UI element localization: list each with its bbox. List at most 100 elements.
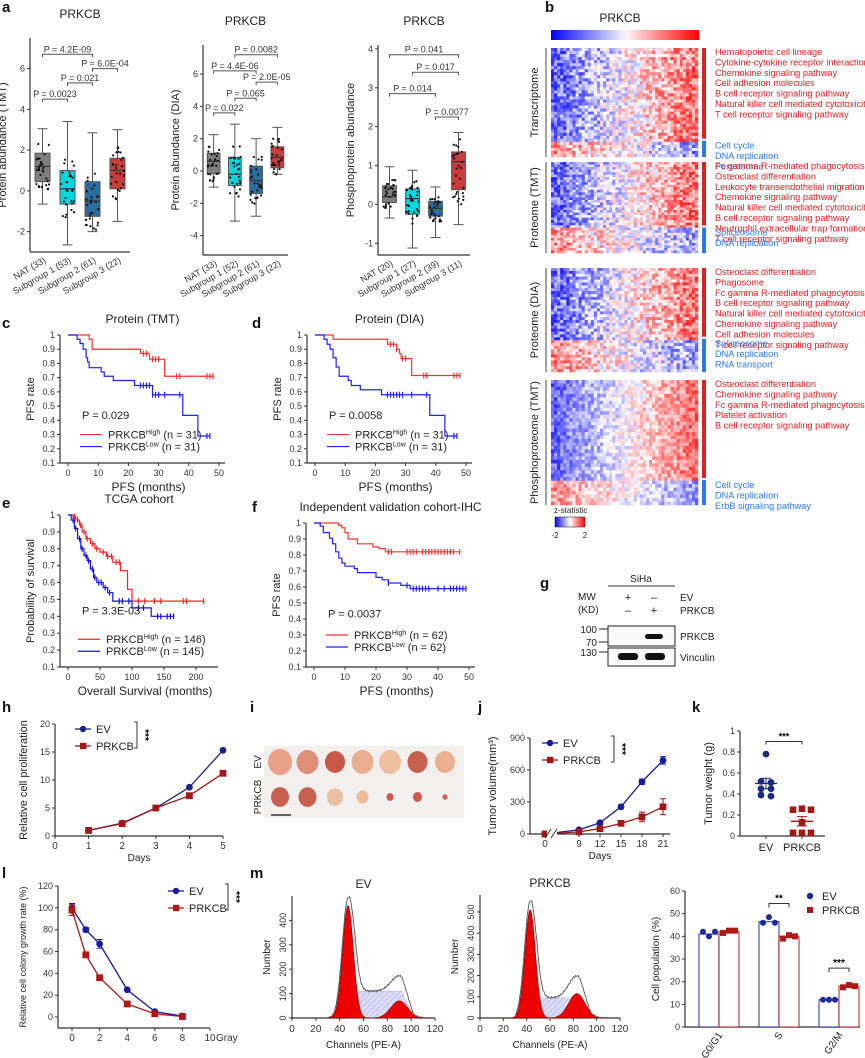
heatmap-cell <box>557 114 561 118</box>
x-tick-label: 18 <box>636 839 648 850</box>
heatmap-cell <box>658 120 662 124</box>
heatmap-cell <box>575 250 579 254</box>
heatmap-cell <box>566 232 570 236</box>
heatmap-cell <box>581 273 585 277</box>
heatmap-cell <box>566 212 570 216</box>
heatmap-cell <box>694 179 699 183</box>
heatmap-cell <box>593 144 598 149</box>
heatmap-cell <box>575 164 579 168</box>
heatmap-cell <box>560 212 564 216</box>
heatmap-cell <box>606 66 610 70</box>
heatmap-cell <box>572 232 576 236</box>
heatmap-cell <box>633 202 638 206</box>
heatmap-cell <box>584 162 589 165</box>
heatmap-cell <box>664 111 668 115</box>
heatmap-cell <box>639 288 644 292</box>
heatmap-cell <box>691 48 696 52</box>
heatmap-cell <box>645 204 650 208</box>
heatmap-cell <box>642 204 647 208</box>
heatmap-cell <box>633 285 638 289</box>
heatmap-cell <box>618 192 622 196</box>
heatmap-cell <box>600 217 604 221</box>
y-tick-label: 50 <box>670 909 680 919</box>
heatmap-cell <box>554 204 558 208</box>
heatmap-cell <box>630 202 634 206</box>
heatmap-cell <box>633 123 638 128</box>
heatmap-cell <box>658 96 662 100</box>
heatmap-cell <box>655 120 659 124</box>
heatmap-cell <box>557 204 561 208</box>
heatmap-cell <box>685 84 690 88</box>
heatmap-cell <box>554 135 558 140</box>
heatmap-cell <box>615 285 619 289</box>
heatmap-cell <box>551 240 555 244</box>
heatmap-cell <box>603 66 607 70</box>
heatmap-cell <box>584 48 589 52</box>
y-tick-label: 900 <box>510 733 525 743</box>
heatmap-cell <box>609 51 613 55</box>
heatmap-cell <box>633 105 638 109</box>
heatmap-cell <box>682 222 687 226</box>
heatmap-cell <box>584 141 589 146</box>
heatmap-cell <box>606 69 610 73</box>
heatmap-cell <box>606 48 610 52</box>
data-point <box>209 173 212 176</box>
heatmap-cell <box>593 111 598 115</box>
heatmap-cell <box>639 240 644 244</box>
heatmap-cell <box>639 197 644 201</box>
data-point <box>215 172 218 175</box>
heatmap-cell <box>560 132 564 137</box>
heatmap-cell <box>667 78 671 82</box>
heatmap-cell <box>694 232 699 236</box>
heatmap-cell <box>694 268 699 272</box>
data-point <box>211 163 214 166</box>
heatmap-cell <box>682 276 687 280</box>
heatmap-cell <box>569 132 573 137</box>
heatmap-cell <box>685 177 690 180</box>
heatmap-cell <box>560 60 564 64</box>
data-point <box>82 926 90 934</box>
heatmap-cell <box>658 268 662 272</box>
sem-bar <box>797 816 807 827</box>
heatmap-cell <box>624 189 628 193</box>
heatmap-cell <box>615 57 619 61</box>
heatmap-cell <box>673 90 677 94</box>
heatmap-cell <box>658 177 662 180</box>
heatmap-cell <box>551 182 555 186</box>
heatmap-cell <box>691 87 696 91</box>
heatmap-cell <box>596 167 601 170</box>
heatmap-cell <box>578 167 582 170</box>
heatmap-cell <box>658 153 662 158</box>
heatmap-cell <box>600 177 604 180</box>
heatmap-cell <box>557 270 561 275</box>
heatmap-cell <box>658 123 662 128</box>
heatmap-cell <box>661 245 665 249</box>
chart-title: Independent validation cohort-IHC <box>299 500 481 514</box>
heatmap-cell <box>661 150 665 155</box>
heatmap-cell <box>551 150 555 155</box>
heatmap-cell <box>691 57 696 61</box>
heatmap-cell <box>627 222 631 226</box>
heatmap-cell <box>664 240 668 244</box>
heatmap-cell <box>551 192 555 196</box>
heatmap-cell <box>645 250 650 254</box>
heatmap-cell <box>621 187 625 191</box>
heatmap-cell <box>587 123 592 128</box>
heatmap-cell <box>679 184 683 188</box>
heatmap-cell <box>679 90 683 94</box>
heatmap-cell <box>679 279 683 283</box>
heatmap-cell <box>676 174 680 178</box>
heatmap-cell <box>596 114 601 118</box>
heatmap-cell <box>593 108 598 112</box>
heatmap-cell <box>566 197 570 201</box>
heatmap-cell <box>682 96 687 100</box>
heatmap-cell <box>661 60 665 64</box>
data-point <box>270 157 273 160</box>
heatmap-cell <box>593 285 598 289</box>
heatmap-cell <box>575 242 579 246</box>
heatmap-cell <box>636 285 641 289</box>
heatmap-cell <box>667 96 671 100</box>
heatmap-cell <box>551 235 555 239</box>
heatmap-cell <box>560 237 564 241</box>
